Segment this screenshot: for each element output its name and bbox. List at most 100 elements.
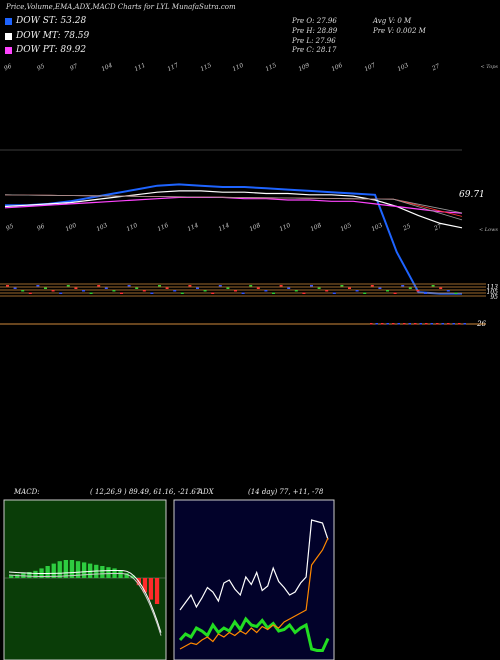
volume-bar: [348, 287, 351, 289]
volume-bar: [454, 292, 458, 294]
volume-bar: [272, 292, 275, 294]
volume-bar: [446, 290, 450, 292]
volume-bar: [196, 287, 199, 289]
tops-side-label: < Tops: [480, 64, 498, 70]
volume-bar: [188, 285, 192, 287]
stat-high: Pre H: 28.89: [292, 27, 338, 35]
volume-bar: [44, 287, 47, 289]
macd-histogram-bar: [63, 560, 68, 578]
chart-header-title: Price,Volume,EMA,ADX,MACD Charts for LYL…: [6, 3, 236, 11]
volume-bar: [104, 287, 108, 289]
macd-histogram-bar: [57, 561, 62, 578]
macd-histogram-bar: [124, 573, 129, 578]
adx-series-2-line: [178, 616, 330, 652]
volume-recent-bar: [463, 323, 466, 325]
volume-bar: [135, 287, 139, 289]
volume-bar: [332, 292, 336, 294]
volume-recent-bar: [414, 323, 417, 325]
macd-histogram-bar: [9, 575, 14, 578]
macd-histogram-bar: [45, 566, 50, 578]
volume-level-3: 95: [490, 294, 498, 301]
volume-bar: [325, 290, 329, 292]
macd-histogram-bar: [142, 578, 148, 593]
volume-bar: [401, 285, 405, 287]
price-ema-3-line: [4, 194, 463, 221]
volume-bar: [279, 285, 283, 287]
volume-recent-bar: [436, 323, 439, 325]
dow-pt-legend: DOW PT: 89.92: [16, 45, 87, 55]
stat-avg-volume: Avg V: 0 M: [373, 17, 412, 25]
macd-histogram-bar: [88, 563, 93, 578]
volume-bar: [310, 285, 313, 287]
macd-title: MACD:: [14, 488, 40, 496]
volume-bar: [36, 285, 40, 287]
dow-st-swatch: [5, 18, 12, 25]
macd-histogram-bar: [15, 574, 20, 578]
dow-mt-swatch: [5, 33, 12, 40]
macd-histogram-bar: [148, 578, 154, 600]
adx-title: ADX: [198, 488, 214, 496]
volume-bar: [408, 287, 412, 289]
macd-histogram-bar: [33, 570, 38, 578]
volume-recent-bar: [397, 323, 400, 325]
volume-bar: [386, 290, 389, 292]
macd-histogram-bar: [75, 561, 81, 578]
volume-recent-bar: [425, 323, 428, 325]
volume-bar: [363, 292, 367, 294]
macd-histogram-bar: [69, 560, 75, 578]
volume-recent-bar: [392, 323, 395, 325]
volume-bar: [249, 285, 253, 287]
adx-series-3-line: [179, 537, 329, 650]
price-last-value: 69.71: [459, 190, 485, 200]
price-series-1-line: [5, 183, 462, 295]
price-series-2-line: [4, 190, 463, 229]
macd-histogram-bar: [100, 566, 105, 578]
volume-recent-bar: [458, 323, 461, 325]
volume-bar: [424, 292, 427, 294]
macd-histogram-bar: [130, 575, 135, 578]
volume-recent-bar: [419, 323, 422, 325]
dow-pt-swatch: [5, 47, 12, 54]
stat-open: Pre O: 27.96: [292, 17, 337, 25]
volume-bar: [241, 292, 245, 294]
volume-bar: [378, 287, 382, 289]
volume-bar: [127, 285, 131, 287]
volume-recent-bar: [408, 323, 411, 325]
volume-bar: [180, 292, 184, 294]
volume-bar: [416, 290, 420, 292]
volume-bar: [340, 285, 344, 287]
volume-bar: [218, 285, 222, 287]
dow-mt-legend: DOW MT: 78.59: [16, 31, 90, 41]
adx-series-1-line: [179, 519, 329, 611]
macd-signal-line: [8, 573, 162, 636]
volume-bar: [74, 287, 78, 289]
volume-bar: [302, 292, 306, 294]
volume-bar: [256, 287, 260, 289]
volume-bar: [226, 287, 230, 289]
volume-bar: [13, 287, 17, 289]
volume-bar: [66, 285, 70, 287]
volume-bar: [165, 287, 169, 289]
volume-bar: [51, 290, 55, 292]
volume-bar: [264, 290, 268, 292]
dow-st-legend: DOW ST: 53.28: [16, 16, 87, 26]
volume-level-2: 105: [486, 289, 498, 296]
volume-recent-bar: [381, 323, 384, 325]
price-series-3-line: [4, 196, 463, 214]
volume-bar: [234, 290, 237, 292]
volume-bar: [211, 292, 215, 294]
macd-histogram-bar: [118, 570, 123, 578]
volume-recent-bar: [447, 323, 450, 325]
volume-recent-bar: [370, 323, 373, 325]
volume-bar: [370, 285, 374, 287]
volume-bar: [203, 290, 207, 292]
volume-level-1: 113: [486, 284, 498, 291]
volume-bar: [21, 290, 25, 292]
lows-side-label: < Lows: [479, 227, 498, 233]
volume-bar: [120, 292, 123, 294]
volume-bar: [97, 285, 101, 287]
macd-line: [8, 570, 162, 633]
volume-bar: [431, 285, 435, 287]
volume-recent-bar: [430, 323, 433, 325]
